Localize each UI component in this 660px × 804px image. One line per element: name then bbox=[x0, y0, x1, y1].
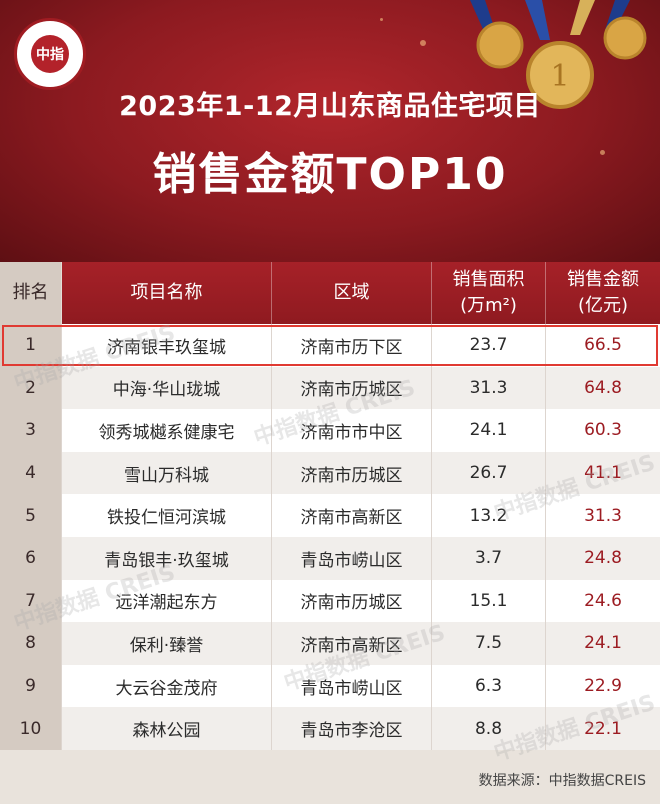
table-row: 7 远洋潮起东方 济南市历城区 15.1 24.6 bbox=[0, 579, 660, 623]
size-cell: 6.3 bbox=[432, 664, 546, 708]
size-cell: 15.1 bbox=[432, 579, 546, 623]
header-amount-line2: (亿元) bbox=[577, 295, 629, 316]
name-cell: 远洋潮起东方 bbox=[62, 579, 272, 623]
size-cell: 31.3 bbox=[432, 366, 546, 410]
data-source-note: 数据来源：中指数据CREIS bbox=[478, 773, 646, 789]
amount-cell: 66.5 bbox=[584, 335, 622, 356]
name-cell: 大云谷金茂府 bbox=[62, 664, 272, 708]
rank-cell: 9 bbox=[0, 664, 62, 708]
rank-cell: 5 bbox=[0, 494, 62, 537]
rank-cell: 3 bbox=[0, 409, 62, 452]
table-row: 10 森林公园 青岛市李沧区 8.8 22.1 bbox=[0, 707, 660, 750]
size-cell: 7.5 bbox=[432, 622, 546, 665]
header-banner: 中指 1 2023年1-12月山东商品住宅项目 销售金额TOP10 bbox=[0, 0, 660, 262]
rank-cell: 2 bbox=[0, 366, 62, 410]
name-cell: 森林公园 bbox=[62, 707, 272, 750]
area-cell: 青岛市李沧区 bbox=[272, 707, 432, 750]
table-row: 9 大云谷金茂府 青岛市崂山区 6.3 22.9 bbox=[0, 664, 660, 708]
title-line-2: 销售金额TOP10 bbox=[152, 149, 508, 200]
size-cell: 13.2 bbox=[432, 494, 546, 537]
size-cell: 24.1 bbox=[432, 409, 546, 452]
amount-cell: 24.6 bbox=[584, 590, 622, 611]
amount-cell: 24.8 bbox=[584, 548, 622, 569]
header-rank: 排名 bbox=[0, 262, 62, 324]
table-header: 排名 项目名称 区域 销售面积 (万m²) 销售金额 (亿元) bbox=[0, 262, 660, 324]
table-row: 6 青岛银丰·玖玺城 青岛市崂山区 3.7 24.8 bbox=[0, 536, 660, 580]
area-cell: 济南市高新区 bbox=[272, 494, 432, 537]
title-line-1: 2023年1-12月山东商品住宅项目 bbox=[119, 91, 541, 122]
amount-cell: 22.9 bbox=[584, 676, 622, 697]
header-size-line2: (万m²) bbox=[460, 295, 517, 316]
rank-cell: 1 bbox=[0, 324, 62, 367]
table-row: 2 中海·华山珑城 济南市历城区 31.3 64.8 bbox=[0, 366, 660, 410]
name-cell: 雪山万科城 bbox=[62, 451, 272, 495]
name-cell: 铁投仁恒河滨城 bbox=[62, 494, 272, 537]
header-area: 区域 bbox=[272, 262, 432, 324]
rank-cell: 10 bbox=[0, 707, 62, 750]
area-cell: 济南市历城区 bbox=[272, 366, 432, 410]
amount-cell: 64.8 bbox=[584, 377, 622, 398]
name-cell: 中海·华山珑城 bbox=[62, 366, 272, 410]
logo: 中指 bbox=[14, 18, 86, 90]
size-cell: 8.8 bbox=[432, 707, 546, 750]
size-cell: 3.7 bbox=[432, 536, 546, 580]
area-cell: 济南市历城区 bbox=[272, 451, 432, 495]
header-amount: 销售金额 (亿元) bbox=[546, 262, 660, 324]
amount-cell: 41.1 bbox=[584, 463, 622, 484]
rank-cell: 8 bbox=[0, 622, 62, 665]
header-size-line1: 销售面积 bbox=[452, 269, 525, 290]
table-row: 1 济南银丰玖玺城 济南市历下区 23.7 66.5 bbox=[0, 324, 660, 367]
amount-cell: 24.1 bbox=[584, 633, 622, 654]
amount-cell: 22.1 bbox=[584, 718, 622, 739]
ranking-table: 排名 项目名称 区域 销售面积 (万m²) 销售金额 (亿元) 1 济南银丰玖玺… bbox=[0, 262, 660, 750]
name-cell: 青岛银丰·玖玺城 bbox=[62, 536, 272, 580]
name-cell: 保利·臻誉 bbox=[62, 622, 272, 665]
svg-text:1: 1 bbox=[550, 59, 569, 94]
table-row: 5 铁投仁恒河滨城 济南市高新区 13.2 31.3 bbox=[0, 494, 660, 537]
table-body: 1 济南银丰玖玺城 济南市历下区 23.7 66.5 2 中海·华山珑城 济南市… bbox=[0, 324, 660, 750]
medals-icon: 1 bbox=[470, 0, 647, 109]
header-name: 项目名称 bbox=[62, 262, 272, 324]
table-row: 4 雪山万科城 济南市历城区 26.7 41.1 bbox=[0, 451, 660, 495]
rank-cell: 7 bbox=[0, 579, 62, 623]
rank-cell: 4 bbox=[0, 451, 62, 495]
amount-cell: 60.3 bbox=[584, 420, 622, 441]
size-cell: 23.7 bbox=[432, 324, 546, 367]
name-cell: 领秀城樾系健康宅 bbox=[62, 409, 272, 452]
name-cell: 济南银丰玖玺城 bbox=[62, 324, 272, 367]
amount-cell: 31.3 bbox=[584, 505, 622, 526]
area-cell: 青岛市崂山区 bbox=[272, 664, 432, 708]
header-size: 销售面积 (万m²) bbox=[432, 262, 546, 324]
area-cell: 青岛市崂山区 bbox=[272, 536, 432, 580]
area-cell: 济南市高新区 bbox=[272, 622, 432, 665]
header-amount-line1: 销售金额 bbox=[567, 269, 639, 290]
table-row: 8 保利·臻誉 济南市高新区 7.5 24.1 bbox=[0, 622, 660, 665]
size-cell: 26.7 bbox=[432, 451, 546, 495]
table-row: 3 领秀城樾系健康宅 济南市市中区 24.1 60.3 bbox=[0, 409, 660, 452]
logo-mark: 中指 bbox=[31, 35, 69, 73]
area-cell: 济南市历城区 bbox=[272, 579, 432, 623]
rank-cell: 6 bbox=[0, 536, 62, 580]
area-cell: 济南市市中区 bbox=[272, 409, 432, 452]
area-cell: 济南市历下区 bbox=[272, 324, 432, 367]
